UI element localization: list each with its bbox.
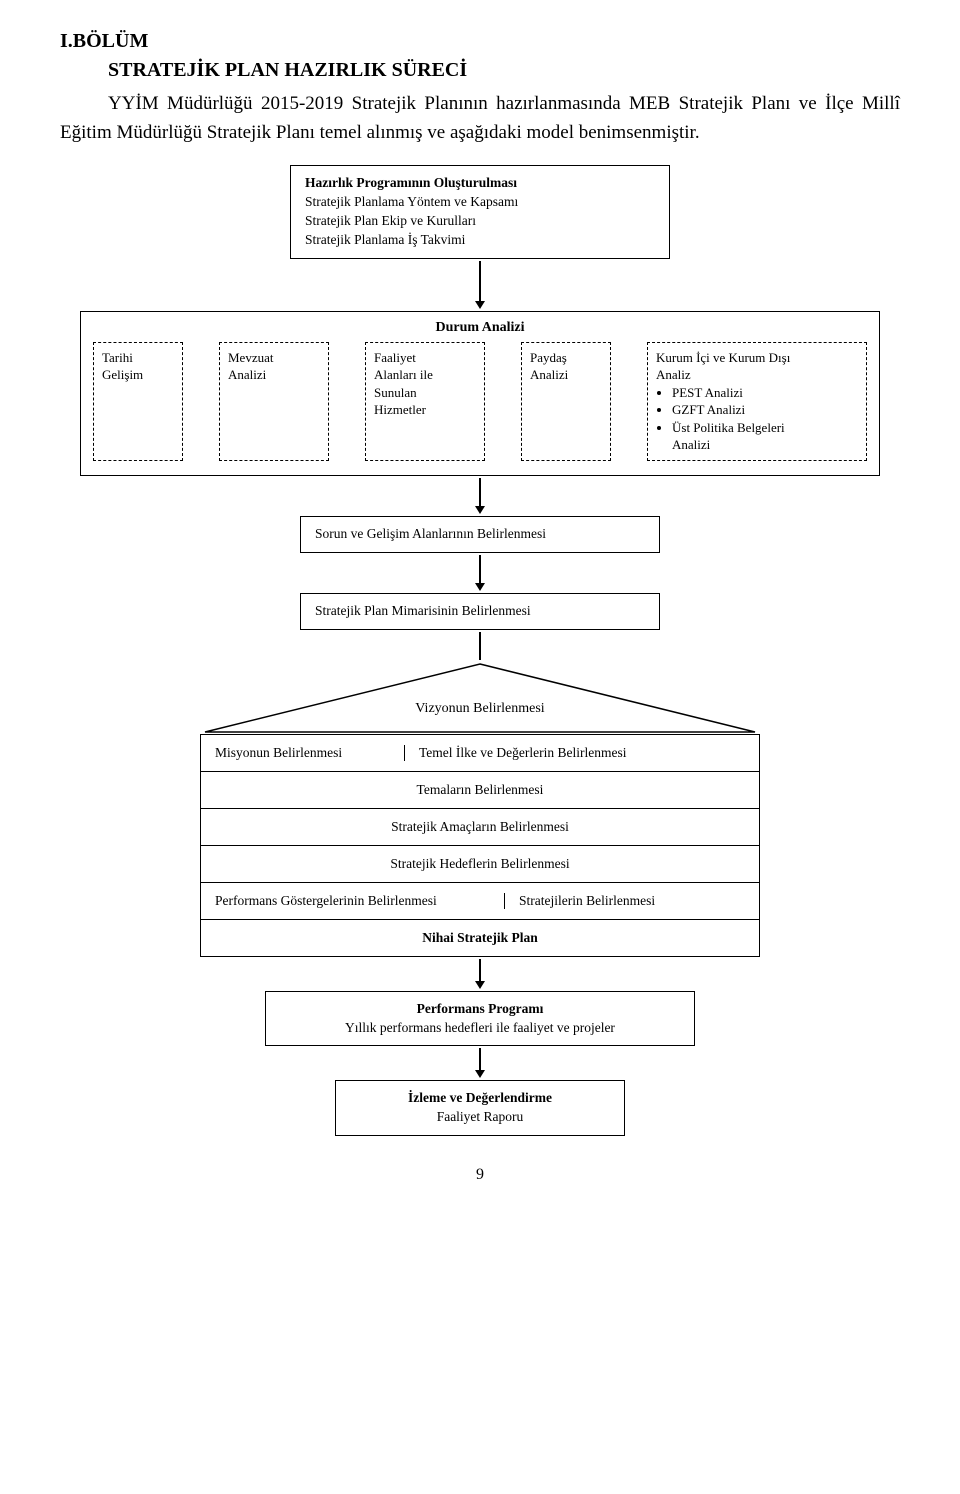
faaliyet-box: Faaliyet Alanları ile Sunulan Hizmetler [365,342,485,461]
faaliyet-l3: Sunulan [374,384,476,402]
hazirlik-box: Hazırlık Programının Oluşturulması Strat… [290,165,670,259]
izleme-line: Faaliyet Raporu [350,1108,610,1127]
tarihi-l2: Gelişim [102,366,174,384]
row-performans-strateji: Performans Göstergelerinin Belirlenmesi … [201,882,759,919]
sorun-text: Sorun ve Gelişim Alanlarının Belirlenmes… [315,526,546,541]
intro-paragraph: YYİM Müdürlüğü 2015-2019 Stratejik Planı… [60,90,900,147]
sorun-box: Sorun ve Gelişim Alanlarının Belirlenmes… [300,516,660,553]
arrow-1 [475,261,485,309]
hazirlik-title: Hazırlık Programının Oluşturulması [305,174,655,193]
performans-p-title: Performans Programı [280,1000,680,1019]
kurum-b3: Üst Politika Belgeleri [672,420,785,435]
faaliyet-l1: Faaliyet [374,349,476,367]
row-misyon-ilke: Misyonun Belirlenmesi Temel İlke ve Değe… [201,735,759,771]
mimari-box: Stratejik Plan Mimarisinin Belirlenmesi [300,593,660,630]
flowchart: Hazırlık Programının Oluşturulması Strat… [60,165,900,1136]
triangle-diagram: Vizyonun Belirlenmesi [200,662,760,734]
performans-p-line: Yıllık performans hedefleri ile faaliyet… [280,1019,680,1038]
kurum-box: Kurum İçi ve Kurum Dışı Analiz PEST Anal… [647,342,867,461]
faaliyet-l2: Alanları ile [374,366,476,384]
kurum-b3-wrap: Üst Politika Belgeleri Analizi [672,419,858,454]
mevzuat-l2: Analizi [228,366,320,384]
izleme-box: İzleme ve Değerlendirme Faaliyet Raporu [335,1080,625,1136]
mimari-text: Stratejik Plan Mimarisinin Belirlenmesi [315,603,531,618]
arrow-4 [479,632,481,660]
arrow-6 [475,1048,485,1078]
paydas-l2: Analizi [530,366,602,384]
paydas-box: Paydaş Analizi [521,342,611,461]
row-amaclarin: Stratejik Amaçların Belirlenmesi [201,808,759,845]
hazirlik-line2: Stratejik Plan Ekip ve Kurulları [305,212,655,231]
kurum-l2: Analiz [656,366,858,384]
mevzuat-l1: Mevzuat [228,349,320,367]
vizyon-text: Vizyonun Belirlenmesi [415,701,545,716]
paydas-l1: Paydaş [530,349,602,367]
mevzuat-box: Mevzuat Analizi [219,342,329,461]
subsection-heading: STRATEJİK PLAN HAZIRLIK SÜRECİ [108,59,900,82]
hazirlik-line1: Stratejik Planlama Yöntem ve Kapsamı [305,193,655,212]
kurum-b1: PEST Analizi [672,384,858,402]
page-number: 9 [60,1166,900,1184]
tarihi-l1: Tarihi [102,349,174,367]
arrow-2 [475,478,485,514]
misyon-cell: Misyonun Belirlenmesi [215,745,405,761]
faaliyet-l4: Hizmetler [374,401,476,419]
durum-title: Durum Analizi [93,320,867,336]
hazirlik-line3: Stratejik Planlama İş Takvimi [305,231,655,250]
row-nihai: Nihai Stratejik Plan [201,919,759,956]
row-temalarin: Temaların Belirlenmesi [201,771,759,808]
performans-programi-box: Performans Programı Yıllık performans he… [265,991,695,1047]
izleme-title: İzleme ve Değerlendirme [350,1089,610,1108]
section-heading: I.BÖLÜM [60,30,900,53]
arrow-5 [475,959,485,989]
performans-g-cell: Performans Göstergelerinin Belirlenmesi [215,893,505,909]
stack-box: Misyonun Belirlenmesi Temel İlke ve Değe… [200,734,760,957]
durum-analizi-box: Durum Analizi Tarihi Gelişim Mevzuat Ana… [80,311,880,476]
arrow-3 [475,555,485,591]
temel-ilke-cell: Temel İlke ve Değerlerin Belirlenmesi [405,745,745,761]
row-hedeflerin: Stratejik Hedeflerin Belirlenmesi [201,845,759,882]
kurum-b4: Analizi [672,437,710,452]
kurum-l1: Kurum İçi ve Kurum Dışı [656,349,858,367]
stratejilerin-cell: Stratejilerin Belirlenmesi [505,893,745,909]
kurum-b2: GZFT Analizi [672,401,858,419]
tarihi-box: Tarihi Gelişim [93,342,183,461]
